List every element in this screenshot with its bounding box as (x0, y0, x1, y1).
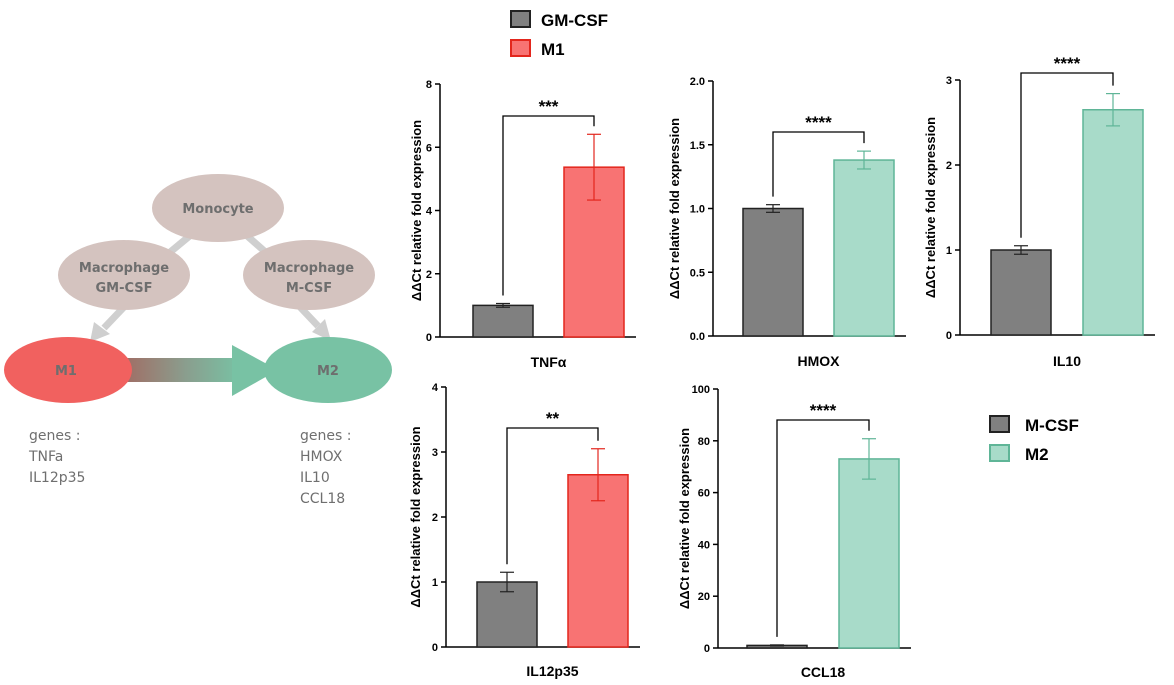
m2-label: M2 (317, 364, 339, 379)
y-tick-label: 4 (432, 382, 439, 394)
significance-label: *** (539, 97, 559, 116)
y-tick-label: 3 (946, 75, 952, 87)
bar-m-csf (990, 249, 1052, 336)
y-tick-label: 100 (692, 384, 710, 396)
m1-to-m2-arrow (120, 345, 278, 396)
y-tick-label: 2.0 (690, 76, 705, 88)
y-tick-label: 0 (426, 332, 432, 344)
significance-label: **** (805, 113, 832, 132)
y-tick-label: 60 (698, 488, 710, 500)
m1-gene-2: IL12p35 (29, 470, 86, 486)
y-tick-label: 0 (704, 643, 710, 655)
y-tick-label: 1 (432, 577, 438, 589)
x-axis-title: IL10 (1053, 353, 1081, 369)
macrophage-gm-label-line1: Macrophage (79, 261, 169, 276)
chart-ccl18: 0 20 40 60 80 100 **** ΔΔCt relative fold expre… (677, 384, 911, 680)
monocyte-node (152, 174, 284, 242)
m2-gene-3: CCL18 (300, 491, 346, 507)
bar-m2 (838, 458, 900, 649)
y-axis-title: ΔΔCt relative fold expression (408, 426, 423, 607)
y-axis-title: ΔΔCt relative fold expression (923, 117, 938, 298)
y-tick-label: 3 (432, 447, 438, 459)
macrophage-gm-node (58, 240, 190, 310)
m1-node (4, 337, 132, 403)
legend-top-label-1: M1 (541, 40, 565, 59)
macrophage-gm-label-line2: GM-CSF (95, 281, 152, 296)
y-axis-title: ΔΔCt relative fold expression (409, 120, 424, 301)
chart-tnfa: 0 2 4 6 8 *** ΔΔCt relative fold expression TNF… (409, 79, 636, 370)
macrophage-m-label-line1: Macrophage (264, 261, 354, 276)
y-tick-label: 2 (432, 512, 438, 524)
bar-m1 (567, 474, 629, 648)
bar-gm-csf (472, 304, 534, 338)
y-axis-title: ΔΔCt relative fold expression (667, 118, 682, 299)
m1-gene-list: genes : TNFa IL12p35 (29, 426, 85, 489)
macrophage-m-label-line2: M-CSF (286, 281, 332, 296)
legend-bottom-swatch-1 (989, 444, 1010, 462)
legend-top-swatch-1 (510, 39, 531, 57)
y-tick-label: 1.5 (690, 140, 705, 152)
legend-bottom: M-CSF M2 (989, 415, 1079, 464)
y-tick-label: 8 (426, 79, 432, 91)
bar-gm-csf (476, 581, 538, 648)
differentiation-diagram: Monocyte Macrophage GM-CSF Macrophage M-… (4, 174, 392, 403)
legend-bottom-swatch-0 (989, 415, 1010, 433)
y-tick-label: 4 (426, 206, 433, 218)
significance-bracket (1020, 72, 1114, 238)
y-tick-label: 0 (432, 642, 438, 654)
m2-node (264, 337, 392, 403)
m2-gene-1: HMOX (300, 449, 343, 465)
m-to-m2-arrow (297, 304, 331, 341)
significance-label: ** (546, 409, 560, 428)
y-tick-label: 0.0 (690, 331, 705, 343)
y-tick-label: 0 (946, 330, 952, 342)
y-tick-label: 0.5 (690, 267, 705, 279)
y-tick-label: 2 (946, 160, 952, 172)
y-tick-label: 20 (698, 591, 710, 603)
legend-bottom-label-1: M2 (1025, 445, 1049, 464)
m1-gene-1: TNFa (29, 449, 64, 465)
y-tick-label: 1 (946, 245, 952, 257)
y-tick-label: 80 (698, 436, 710, 448)
m2-gene-0: genes : (300, 428, 352, 444)
chart-il12p35: 0 1 2 3 4 ** ΔΔCt relative fold expression IL12… (408, 382, 640, 679)
bar-m-csf (742, 207, 804, 337)
bar-m2 (1082, 109, 1144, 336)
x-axis-title: IL12p35 (526, 663, 578, 679)
x-axis-title: CCL18 (801, 664, 846, 680)
m1-label: M1 (55, 364, 77, 379)
gm-to-m1-arrow (90, 304, 127, 342)
y-tick-label: 40 (698, 539, 710, 551)
significance-bracket (776, 419, 870, 637)
monocyte-label: Monocyte (182, 202, 253, 217)
significance-bracket (502, 115, 595, 296)
legend-top: GM-CSF M1 (510, 10, 608, 59)
significance-label: **** (1054, 54, 1081, 73)
m2-gene-2: IL10 (300, 470, 330, 486)
chart-il10: 0 1 2 3 **** ΔΔCt relative fold expression IL1… (923, 54, 1155, 369)
significance-bracket (506, 427, 599, 565)
significance-bracket (772, 131, 865, 197)
x-axis-title: HMOX (798, 353, 841, 369)
y-axis-title: ΔΔCt relative fold expression (677, 428, 692, 609)
x-axis-title: TNFα (531, 354, 567, 370)
legend-bottom-label-0: M-CSF (1025, 416, 1079, 435)
bar-m2 (833, 159, 895, 337)
macrophage-m-node (243, 240, 375, 310)
chart-hmox: 0.0 0.5 1.0 1.5 2.0 **** ΔΔCt relative fold ex… (667, 76, 906, 369)
legend-top-swatch-0 (510, 10, 531, 28)
y-tick-label: 1.0 (690, 204, 705, 216)
m1-gene-0: genes : (29, 428, 81, 444)
y-tick-label: 2 (426, 269, 432, 281)
m2-gene-list: genes : HMOX IL10 CCL18 (300, 426, 351, 510)
significance-label: **** (810, 401, 837, 420)
y-tick-label: 6 (426, 142, 432, 154)
legend-top-label-0: GM-CSF (541, 11, 608, 30)
